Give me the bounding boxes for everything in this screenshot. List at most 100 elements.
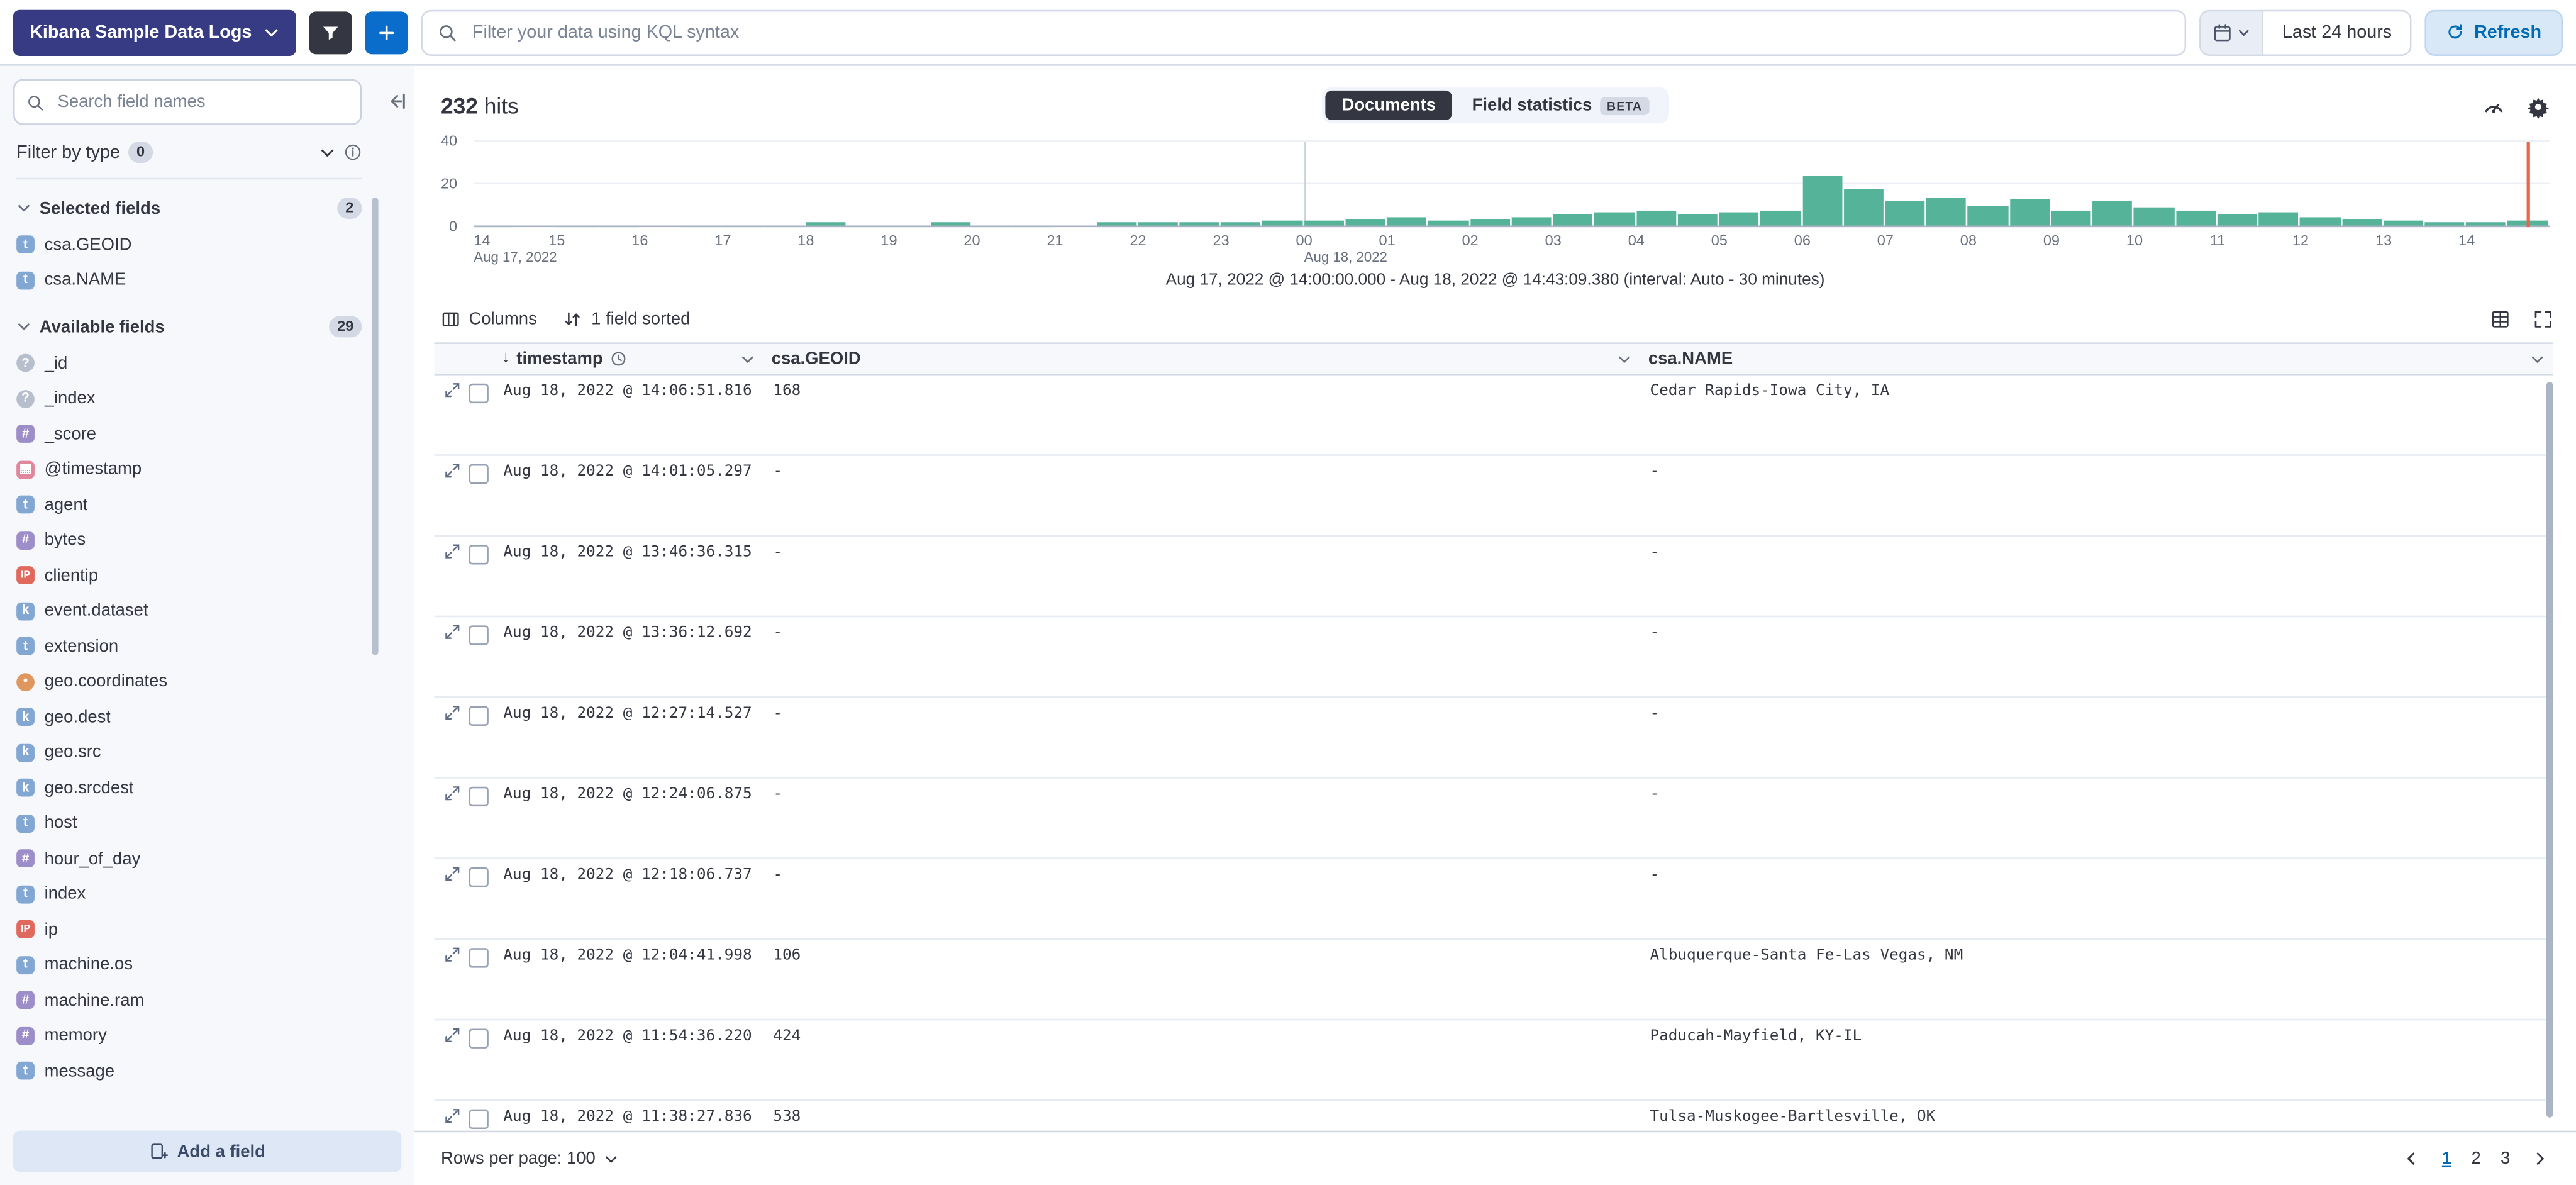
histogram-bar[interactable] [2051,209,2091,228]
field-item-machine.os[interactable]: t machine.os [13,947,362,982]
field-item-extension[interactable]: t extension [13,629,362,664]
page-button-2[interactable]: 2 [2463,1145,2489,1172]
date-picker-calendar-button[interactable] [2201,11,2265,54]
histogram-bar[interactable] [1179,223,1219,228]
row-checkbox[interactable] [469,464,489,484]
histogram-bar[interactable] [1553,214,1593,228]
field-item-@timestamp[interactable]: ▦ @timestamp [13,452,362,487]
expand-row-icon[interactable] [444,947,460,963]
row-checkbox[interactable] [469,948,489,968]
row-checkbox[interactable] [469,545,489,565]
histogram-bar[interactable] [1802,175,1842,228]
field-item-event.dataset[interactable]: k event.dataset [13,593,362,628]
histogram-bar[interactable] [1677,214,1718,228]
row-checkbox[interactable] [469,383,489,404]
field-item-host[interactable]: t host [13,806,362,841]
field-item-hour_of_day[interactable]: # hour_of_day [13,841,362,876]
field-item-agent[interactable]: t agent [13,487,362,523]
histogram-bar[interactable] [2258,212,2299,228]
filter-menu-button[interactable] [309,11,352,54]
field-item-geo.dest[interactable]: k geo.dest [13,699,362,735]
histogram-bar[interactable] [2424,223,2465,228]
histogram-bar[interactable] [2341,218,2382,228]
histogram-bar[interactable] [1345,218,1385,228]
row-checkbox[interactable] [469,706,489,726]
histogram-bar[interactable] [1760,209,1801,228]
column-menu-chevron-icon[interactable] [2530,352,2545,367]
row-checkbox[interactable] [469,786,489,807]
filter-by-type[interactable]: Filter by type 0 [16,142,362,180]
histogram-bar[interactable] [1262,220,1302,228]
tab-documents[interactable]: Documents [1325,90,1453,121]
histogram-bar[interactable] [1138,223,1178,228]
histogram-bar[interactable] [1719,212,1759,228]
expand-row-icon[interactable] [444,462,460,479]
field-item-_score[interactable]: # _score [13,416,362,452]
inspect-button[interactable] [2482,92,2506,118]
histogram-bar[interactable] [1304,220,1344,228]
histogram-bar[interactable] [2300,216,2340,228]
column-header-timestamp[interactable]: ↓ timestamp [494,349,763,369]
selected-fields-header[interactable]: Selected fields 2 [16,198,362,220]
data-view-picker-button[interactable]: Kibana Sample Data Logs [13,9,297,55]
histogram-bar[interactable] [2092,201,2133,228]
fullscreen-button[interactable] [2533,306,2553,331]
row-checkbox[interactable] [469,1109,489,1130]
histogram-bar[interactable] [1968,206,2008,228]
table-scrollbar[interactable] [2546,382,2553,1118]
histogram-bar[interactable] [1511,216,1552,228]
field-item-_id[interactable]: ? _id [13,346,362,381]
field-item-csa.NAME[interactable]: t csa.NAME [13,262,362,298]
field-item-geo.src[interactable]: k geo.src [13,735,362,770]
row-checkbox[interactable] [469,625,489,645]
histogram-bar[interactable] [1594,212,1635,228]
field-item-machine.ram[interactable]: # machine.ram [13,982,362,1018]
expand-row-icon[interactable] [444,543,460,560]
available-fields-header[interactable]: Available fields 29 [16,316,362,338]
expand-row-icon[interactable] [444,865,460,882]
expand-row-icon[interactable] [444,1108,460,1124]
field-item-message[interactable]: t message [13,1054,362,1089]
histogram-bar[interactable] [2217,214,2257,228]
histogram-bar[interactable] [1221,223,1261,228]
add-field-button[interactable]: Add a field [13,1130,402,1172]
expand-row-icon[interactable] [444,1027,460,1043]
histogram-bar[interactable] [2009,199,2050,228]
next-page-button[interactable] [2523,1147,2556,1171]
histogram-bar[interactable] [930,223,970,228]
add-filter-button[interactable] [365,11,408,54]
refresh-button[interactable]: Refresh [2424,9,2563,55]
histogram-bar[interactable] [1926,197,1967,228]
row-checkbox[interactable] [469,867,489,887]
field-item-memory[interactable]: # memory [13,1018,362,1053]
histogram-bar[interactable] [1428,220,1468,228]
kql-input[interactable] [469,20,2170,44]
column-header-csa.NAME[interactable]: csa.NAME [1640,349,2553,369]
field-item-clientip[interactable]: IP clientip [13,558,362,593]
info-icon[interactable] [344,143,362,162]
histogram-bar[interactable] [1387,216,1427,228]
field-item-ip[interactable]: IP ip [13,912,362,947]
previous-page-button[interactable] [2396,1147,2429,1171]
histogram-bar[interactable] [2175,209,2216,228]
histogram-bar[interactable] [806,223,846,228]
column-menu-chevron-icon[interactable] [1617,352,1632,367]
column-header-csa.GEOID[interactable]: csa.GEOID [763,349,1640,369]
histogram-bar[interactable] [1843,188,1884,228]
column-menu-chevron-icon[interactable] [740,352,755,367]
collapse-sidebar-button[interactable] [383,87,409,114]
field-item-geo.srcdest[interactable]: k geo.srcdest [13,771,362,806]
rows-per-page-button[interactable]: Rows per page: 100 [441,1149,618,1169]
histogram-bar[interactable] [1096,223,1136,228]
kql-search-bar[interactable] [421,9,2187,55]
display-options-button[interactable] [2490,306,2510,331]
columns-button[interactable]: Columns [441,309,537,328]
histogram-bar[interactable] [1470,218,1510,228]
field-item-csa.GEOID[interactable]: t csa.GEOID [13,227,362,262]
page-button-3[interactable]: 3 [2492,1145,2518,1172]
row-checkbox[interactable] [469,1028,489,1049]
histogram-bar[interactable] [2134,208,2174,228]
chart-options-button[interactable] [2527,92,2550,118]
histogram-bar[interactable] [1636,209,1676,228]
expand-row-icon[interactable] [444,624,460,640]
